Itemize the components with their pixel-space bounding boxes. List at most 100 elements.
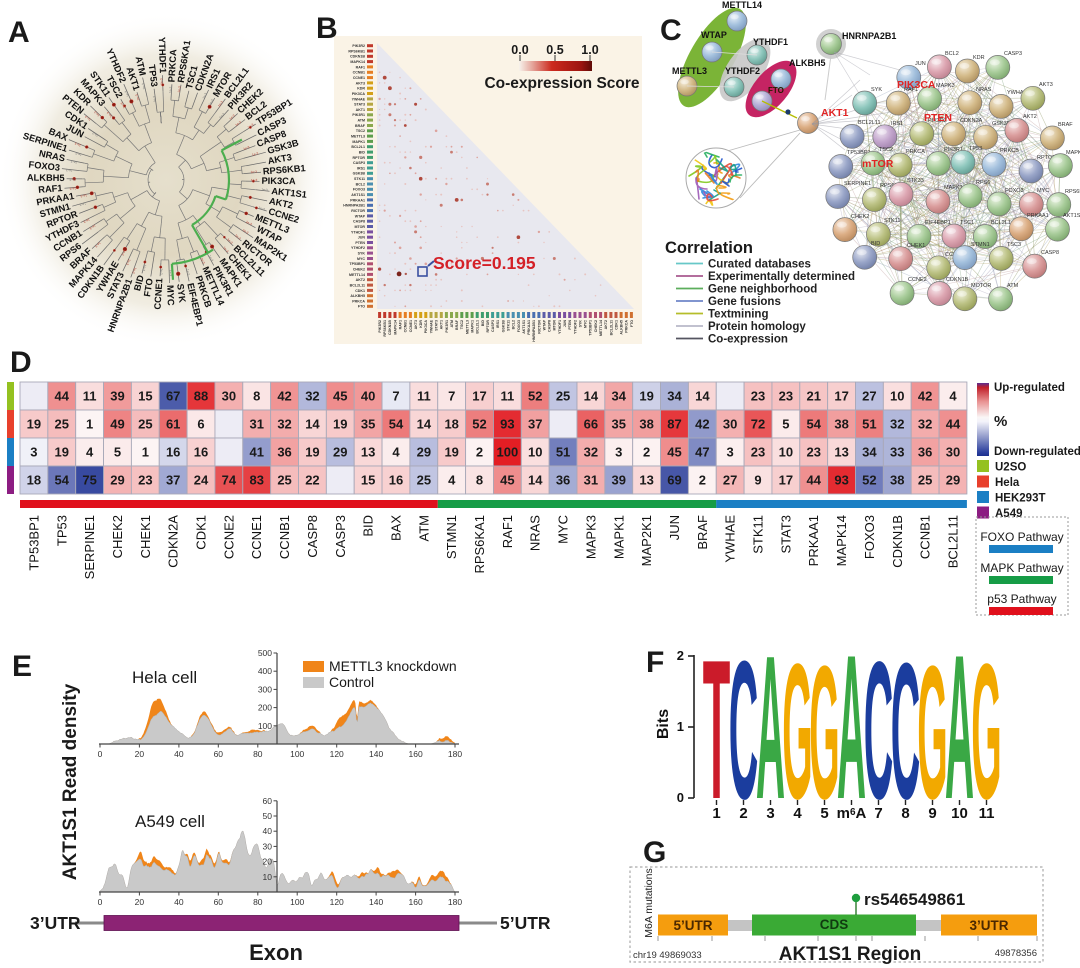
svg-text:STK11: STK11 (884, 218, 900, 224)
svg-text:YTHDF1: YTHDF1 (351, 230, 365, 234)
svg-text:Hela cell: Hela cell (132, 668, 197, 687)
svg-text:40: 40 (174, 897, 184, 907)
svg-text:HEK293T: HEK293T (995, 493, 1046, 505)
svg-text:60: 60 (263, 796, 273, 806)
svg-text:ALKBH5: ALKBH5 (789, 58, 826, 68)
svg-text:AKT2: AKT2 (604, 320, 608, 329)
svg-text:Textmining: Textmining (708, 309, 768, 321)
svg-text:72: 72 (751, 417, 765, 432)
svg-text:U2SO: U2SO (995, 462, 1026, 474)
svg-text:44: 44 (806, 473, 821, 488)
svg-text:7: 7 (874, 805, 882, 822)
svg-text:CDKN1B: CDKN1B (350, 55, 365, 59)
svg-text:YWHAE: YWHAE (723, 515, 738, 563)
svg-text:CASP8: CASP8 (353, 220, 365, 224)
svg-text:17: 17 (472, 389, 486, 404)
svg-text:HNRNPA2B1: HNRNPA2B1 (343, 204, 365, 208)
svg-text:1e-3: 1e-3 (200, 257, 206, 265)
svg-text:45: 45 (667, 445, 681, 460)
svg-text:1e-3: 1e-3 (222, 246, 229, 254)
svg-text:STK11: STK11 (354, 177, 365, 181)
svg-text:YTHDF2: YTHDF2 (573, 320, 577, 334)
svg-text:YWHAE: YWHAE (429, 319, 433, 333)
svg-text:AKT3: AKT3 (1039, 82, 1053, 88)
svg-text:TSC3: TSC3 (1007, 242, 1021, 248)
svg-text:JUN: JUN (358, 236, 366, 240)
svg-text:300: 300 (258, 684, 272, 694)
svg-text:1e-3: 1e-3 (245, 220, 253, 227)
svg-text:F: F (646, 646, 664, 679)
svg-text:32: 32 (305, 389, 319, 404)
svg-text:23: 23 (806, 445, 820, 460)
svg-text:1e-3: 1e-3 (234, 233, 242, 240)
svg-text:Protein homology: Protein homology (708, 321, 806, 333)
svg-text:ATM: ATM (134, 55, 148, 76)
svg-text:AKT1S1: AKT1S1 (522, 320, 526, 334)
svg-text:7: 7 (448, 389, 455, 404)
svg-text:PIK3R1: PIK3R1 (352, 113, 365, 117)
svg-text:PRKCA: PRKCA (166, 49, 178, 83)
svg-text:1e-3: 1e-3 (247, 123, 255, 130)
svg-text:37: 37 (528, 417, 542, 432)
svg-text:0: 0 (677, 790, 684, 805)
svg-text:CDK1: CDK1 (614, 320, 618, 330)
svg-text:160: 160 (409, 749, 423, 759)
svg-text:23: 23 (779, 389, 793, 404)
svg-text:E: E (12, 650, 32, 683)
svg-text:30: 30 (222, 389, 236, 404)
svg-text:23: 23 (751, 445, 765, 460)
svg-text:ALKBH5: ALKBH5 (350, 294, 365, 298)
svg-text:WTAP: WTAP (542, 319, 546, 330)
svg-text:BRAF: BRAF (355, 124, 366, 128)
svg-text:19: 19 (27, 417, 41, 432)
svg-text:CCNE1: CCNE1 (409, 320, 413, 332)
svg-text:4: 4 (949, 389, 957, 404)
svg-text:ALKBH5: ALKBH5 (620, 320, 624, 335)
svg-text:1e-3: 1e-3 (83, 218, 91, 225)
svg-text:54: 54 (806, 417, 821, 432)
svg-text:1e-3: 1e-3 (91, 131, 99, 138)
svg-text:61: 61 (166, 417, 180, 432)
svg-text:34: 34 (667, 389, 682, 404)
svg-text:1e-3: 1e-3 (251, 151, 258, 157)
svg-text:3: 3 (727, 445, 734, 460)
svg-text:11: 11 (501, 389, 515, 404)
svg-text:500: 500 (258, 648, 272, 658)
svg-text:METTL3: METTL3 (351, 135, 365, 139)
svg-text:32: 32 (584, 445, 598, 460)
svg-text:PIK3CA: PIK3CA (424, 320, 428, 334)
svg-text:D: D (10, 346, 32, 379)
svg-text:1: 1 (677, 719, 684, 734)
svg-text:69: 69 (667, 473, 681, 488)
svg-text:STAT3: STAT3 (354, 103, 365, 107)
svg-text:WTAP: WTAP (355, 214, 366, 218)
svg-text:100: 100 (290, 897, 304, 907)
svg-text:10: 10 (951, 805, 968, 822)
svg-text:PIK3R2: PIK3R2 (928, 118, 947, 124)
svg-text:4: 4 (793, 805, 802, 822)
svg-text:1e-3: 1e-3 (168, 270, 172, 277)
svg-text:1e-3: 1e-3 (243, 145, 251, 151)
svg-text:MAPK3: MAPK3 (583, 515, 598, 559)
svg-text:19: 19 (305, 445, 319, 460)
svg-text:SERPINE1: SERPINE1 (82, 515, 97, 579)
svg-text:88: 88 (194, 389, 208, 404)
svg-text:MOTOR: MOTOR (971, 283, 991, 289)
svg-text:5’UTR: 5’UTR (500, 913, 551, 933)
svg-text:1e-3: 1e-3 (74, 141, 82, 147)
svg-text:ATM: ATM (1007, 283, 1019, 289)
svg-text:50: 50 (263, 811, 273, 821)
svg-text:MAPK1: MAPK1 (611, 515, 626, 559)
svg-text:CASP3: CASP3 (333, 515, 348, 558)
svg-text:Co-expression Score: Co-expression Score (484, 75, 639, 92)
svg-text:CASP8: CASP8 (548, 320, 552, 332)
svg-text:MAPK14: MAPK14 (944, 185, 966, 191)
svg-text:1e-3: 1e-3 (69, 186, 76, 191)
svg-text:1e-3: 1e-3 (80, 193, 87, 198)
svg-text:CASP3: CASP3 (491, 320, 495, 332)
svg-text:PRKCB: PRKCB (1000, 148, 1019, 154)
svg-text:CDK1: CDK1 (355, 289, 365, 293)
svg-text:PIK3CA: PIK3CA (897, 79, 936, 91)
svg-text:120: 120 (330, 749, 344, 759)
svg-text:AKT1: AKT1 (440, 320, 444, 329)
